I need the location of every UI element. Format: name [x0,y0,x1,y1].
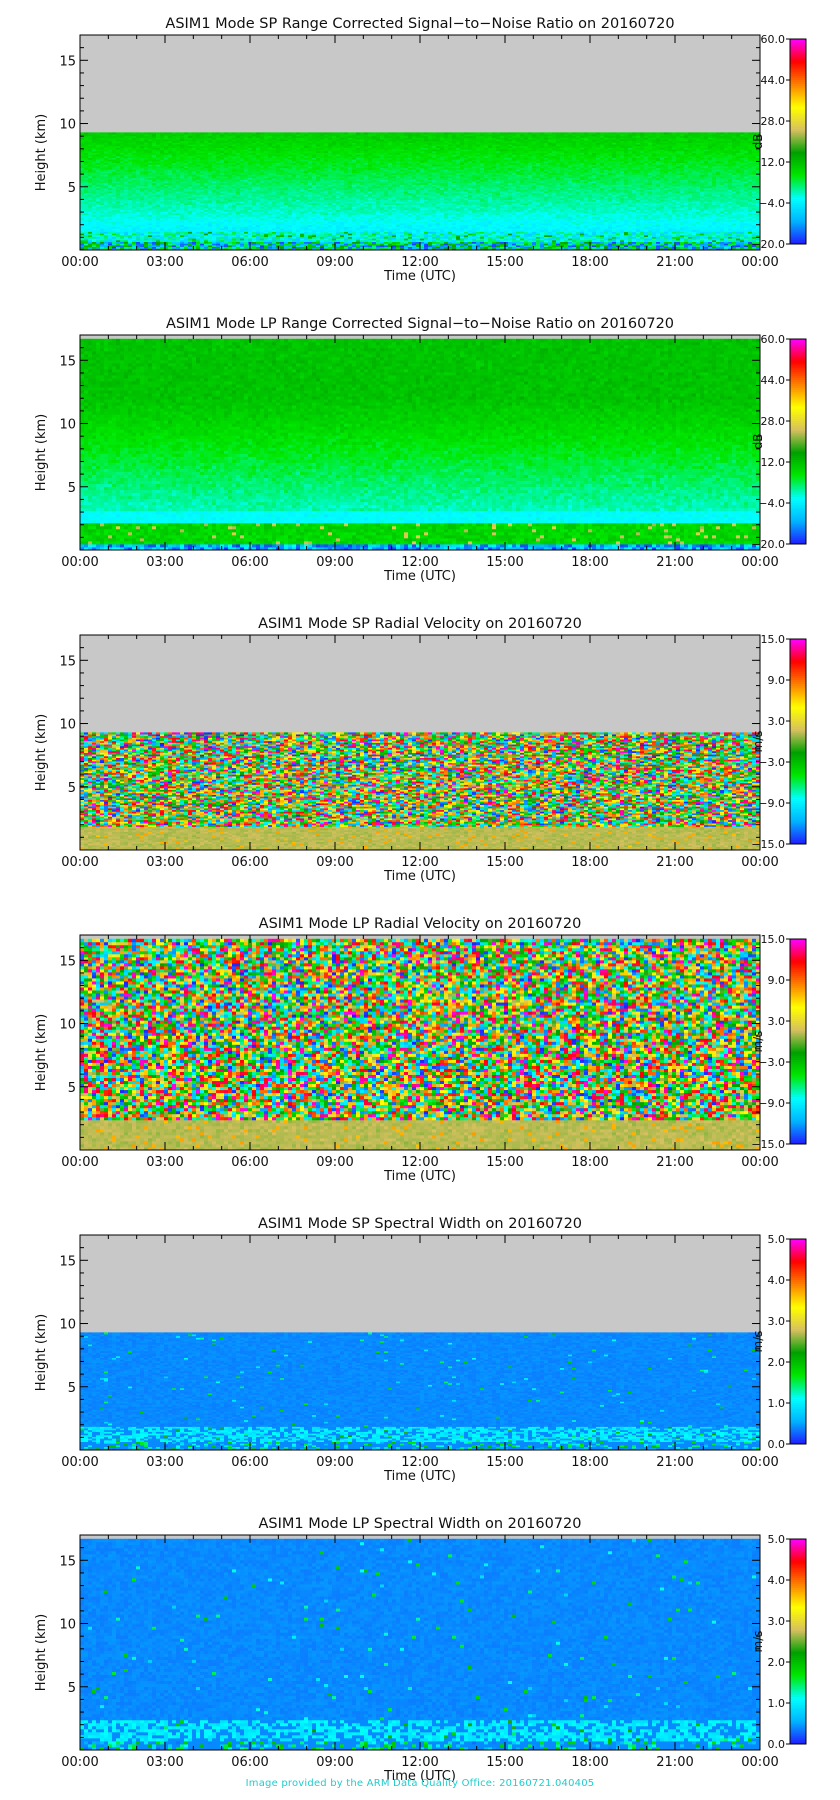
heatmap-cells [80,132,760,250]
chart-panel-1: ASIM1 Mode SP Range Corrected Signal−to−… [34,16,806,284]
chart-title: ASIM1 Mode SP Range Corrected Signal−to−… [165,16,674,32]
